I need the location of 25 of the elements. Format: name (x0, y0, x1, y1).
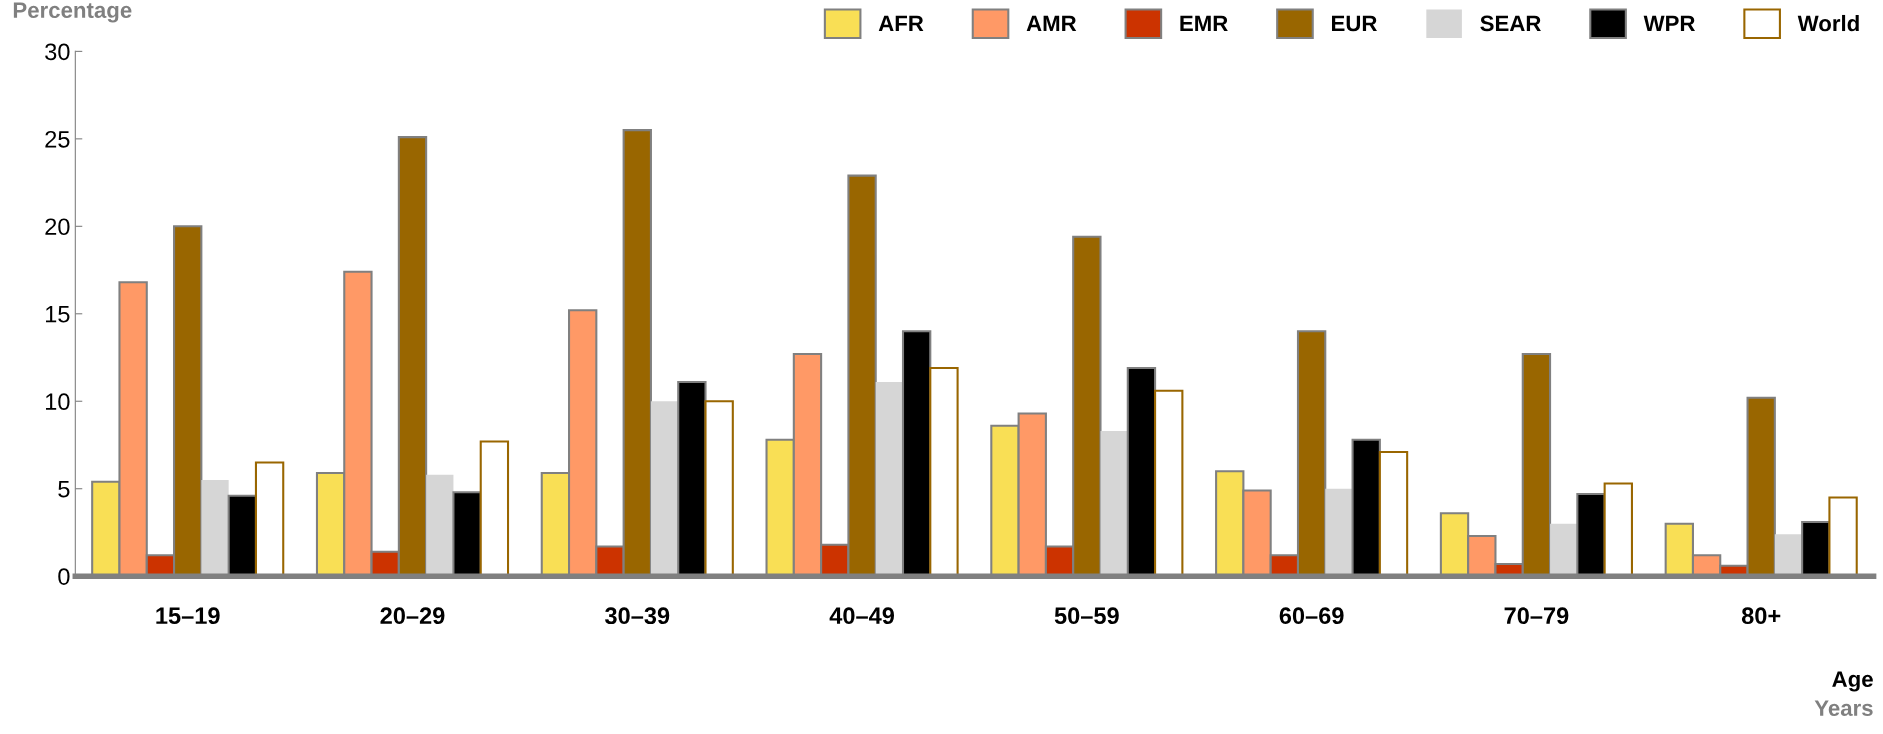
text: Years (1814, 700, 1873, 716)
x-tick-label: 80+ (1741, 607, 1781, 625)
x-tick-label: 60–69 (1279, 607, 1344, 625)
x-tick-label: 20–29 (380, 607, 445, 625)
x-tick-label: 15–19 (156, 607, 220, 625)
legend-label: WPR (1643, 15, 1696, 32)
legend-label: EUR (1332, 15, 1377, 32)
y-tick-label: 20 (45, 218, 70, 236)
legend-label: AMR (1026, 15, 1077, 32)
y-tick-label: 5 (58, 481, 70, 498)
legend-label: SEAR (1480, 15, 1541, 32)
y-tick-label: 30 (45, 43, 70, 61)
legend-label: EMR (1180, 15, 1228, 32)
legend-label: World (1797, 14, 1859, 32)
x-tick-label: 50–59 (1054, 607, 1119, 625)
legend-label: AFR (878, 15, 924, 32)
y-tick-label: 25 (45, 130, 70, 148)
x-tick-label: 40–49 (829, 607, 895, 625)
x-tick-label: 70–79 (1504, 607, 1569, 625)
y-axis-title: Percentage (13, 2, 132, 23)
x-axis-title: Age (1832, 671, 1873, 692)
x-tick-label: 30–39 (605, 607, 670, 625)
y-tick-label: 10 (46, 393, 70, 411)
y-tick-label: 15 (46, 306, 70, 323)
y-tick-label: 0 (58, 568, 70, 585)
